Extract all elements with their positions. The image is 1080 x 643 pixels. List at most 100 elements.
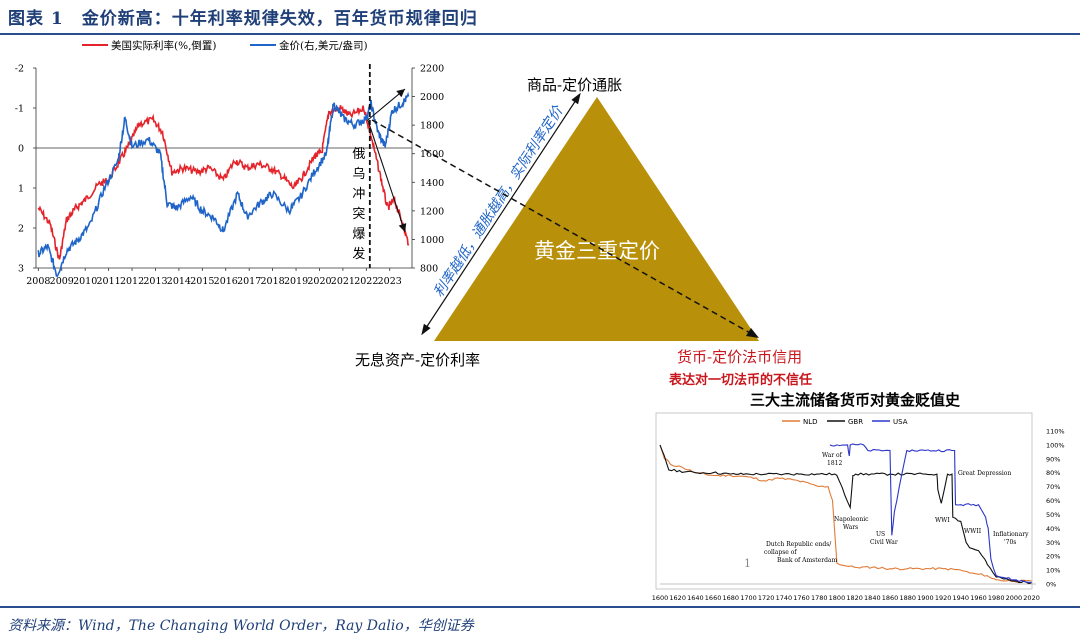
right-tick-label: 2200	[420, 64, 444, 75]
annotation-wwii: WWII	[964, 528, 982, 535]
left-tick-label: 0	[18, 144, 24, 155]
right-tick-label: 800	[420, 264, 438, 275]
chart2-x-tick-label: 1800	[829, 594, 846, 602]
left-tick-label: 3	[18, 264, 24, 275]
right-vertex-sublabel: 表达对一切法币的不信任	[668, 372, 812, 388]
chart2-y-tick-label: 0%	[1046, 581, 1056, 589]
chart2-y-tick-label: 40%	[1046, 525, 1060, 533]
chart2-x-tick-label: 1680	[723, 594, 740, 602]
chart1-left-axis: -2 -1 0 1 2 3	[15, 64, 37, 275]
x-tick-label: 2023	[378, 276, 402, 287]
x-tick-label: 2013	[143, 276, 167, 287]
series-gold	[37, 91, 410, 278]
chart2-y-axis: 0% 10% 20% 30% 40% 50% 60% 70% 80% 90% 100% 110%	[660, 428, 1065, 589]
chart2-x-tick-label: 1740	[776, 594, 793, 602]
x-tick-label: 2022	[354, 276, 378, 287]
x-tick-label: 2015	[190, 276, 214, 287]
right-tick-label: 1200	[420, 206, 444, 217]
chart2-x-tick-label: 1820	[846, 594, 863, 602]
x-tick-label: 2020	[307, 276, 331, 287]
legend-label-real-rate: 美国实际利率(%,倒置)	[111, 39, 217, 52]
event-arrow-down	[367, 119, 406, 233]
diagonal-double-arrow	[423, 96, 579, 332]
event-label-char: 突	[352, 206, 365, 222]
chart2-x-tick-label: 1880	[899, 594, 916, 602]
event-arrow-up	[367, 88, 406, 121]
chart2-annotations: War of 1812 Great Depression Napoleonic Wa…	[744, 452, 1029, 570]
series-real-rate	[37, 104, 410, 260]
right-tick-label: 1800	[420, 121, 444, 132]
series-nld	[659, 444, 1032, 583]
event-label-char: 爆	[352, 227, 365, 242]
legend-label-nld: NLD	[803, 418, 818, 426]
annotation-war-1812: War of 1812	[822, 452, 843, 467]
left-tick-label: -2	[15, 64, 24, 75]
event-label-char: 俄	[352, 147, 365, 162]
right-tick-label: 1600	[420, 149, 444, 160]
gold-triangle	[434, 97, 759, 341]
event-label-char: 发	[352, 246, 365, 262]
x-tick-label: 2014	[167, 276, 191, 287]
x-tick-label: 2019	[284, 276, 308, 287]
chart2-frame	[655, 412, 1033, 590]
chart2-y-tick-label: 50%	[1046, 511, 1060, 519]
right-tick-label: 2000	[420, 92, 444, 103]
annotation-number: 1	[744, 557, 751, 570]
chart2-legend: NLD GBR USA	[782, 418, 908, 426]
page-title: 图表 1 金价新高：十年利率规律失效，百年货币规律回归	[8, 9, 478, 29]
chart2-y-tick-label: 80%	[1046, 469, 1060, 477]
chart2-series	[659, 443, 1032, 585]
annotation-dutch-republic: Dutch Republic ends/collapse of Bank of A…	[764, 541, 837, 564]
chart2-x-tick-label: 1720	[758, 594, 775, 602]
chart1-x-axis: 2008 2009 2010 2011 2012 2013 2014 2015 2016 2017…	[26, 267, 412, 287]
right-tick-label: 1000	[420, 235, 444, 246]
real-rate-gold-chart: 美国实际利率(%,倒置) 金价(右,美元/盎司) -2 -1 0 1 2 3 2200 20…	[15, 39, 444, 287]
chart2-y-tick-label: 30%	[1046, 539, 1060, 547]
annotation-napoleonic-wars: Napoleonic Wars	[834, 516, 869, 531]
page-header: 图表 1 金价新高：十年利率规律失效，百年货币规律回归	[0, 0, 1080, 34]
left-tick-label: 1	[18, 184, 24, 195]
source-note: 资料来源：Wind，The Changing World Order，Ray D…	[8, 618, 474, 634]
x-tick-label: 2017	[237, 276, 261, 287]
series-gbr	[659, 444, 1032, 585]
chart2-title: 三大主流储备货币对黄金贬值史	[750, 391, 961, 409]
x-tick-label: 2012	[120, 276, 144, 287]
currency-devaluation-chart: 三大主流储备货币对黄金贬值史 NLD GBR USA 0% 10% 20% 30% 40…	[652, 391, 1065, 602]
chart2-x-tick-label: 1920	[935, 594, 952, 602]
chart1-legend: 美国实际利率(%,倒置) 金价(右,美元/盎司)	[82, 39, 368, 52]
x-tick-label: 2016	[214, 276, 238, 287]
legend-label-usa: USA	[893, 418, 908, 426]
chart2-x-tick-label: 1860	[882, 594, 899, 602]
x-tick-label: 2021	[331, 276, 355, 287]
chart2-x-tick-label: 1600	[652, 594, 669, 602]
chart2-x-tick-label: 1840	[864, 594, 881, 602]
x-tick-label: 2011	[97, 276, 121, 287]
x-tick-label: 2010	[73, 276, 97, 287]
event-arrow-head	[396, 89, 405, 98]
chart2-x-tick-label: 1660	[705, 594, 722, 602]
triangle-center-label: 黄金三重定价	[534, 239, 660, 263]
dashed-arrow	[371, 119, 753, 335]
chart1-series	[37, 91, 410, 278]
header-rule	[0, 33, 1080, 35]
chart2-x-tick-label: 1700	[740, 594, 757, 602]
series-usa	[829, 443, 1032, 584]
chart2-y-tick-label: 110%	[1046, 428, 1065, 436]
x-tick-label: 2009	[50, 276, 74, 287]
arrow-head-down	[421, 323, 431, 336]
chart2-x-tick-label: 1940	[953, 594, 970, 602]
event-label-char: 冲	[352, 187, 365, 202]
left-tick-label: -1	[15, 104, 24, 115]
chart2-x-tick-label: 1620	[669, 594, 686, 602]
chart2-x-axis: 1600 1620 1640 1660 1680 1700 1720 1740 1760 1780…	[652, 594, 1040, 602]
apex-label: 商品-定价通胀	[527, 76, 622, 94]
annotation-great-depression: Great Depression	[958, 470, 1011, 477]
chart2-x-tick-label: 1640	[687, 594, 704, 602]
annotation-us-civil-war: US Civil War	[870, 531, 898, 546]
annotation-wwi: WWI	[935, 517, 950, 524]
chart1-right-axis: 2200 2000 1800 1600 1400 1200 1000 800	[411, 64, 444, 275]
chart2-x-tick-label: 1780	[811, 594, 828, 602]
footer-rule	[0, 606, 1080, 608]
x-tick-label: 2008	[26, 276, 50, 287]
